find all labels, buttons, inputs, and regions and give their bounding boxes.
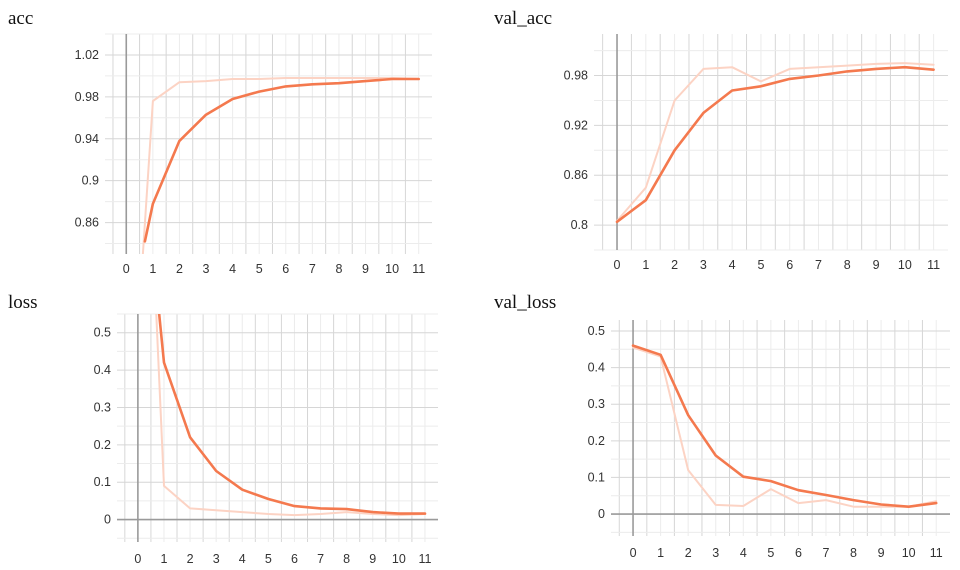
- x-tick-label: 7: [317, 552, 324, 566]
- y-tick-label: 0.1: [94, 475, 111, 489]
- gridlines: [611, 320, 950, 536]
- x-tick-label: 5: [265, 552, 272, 566]
- x-tick-label: 6: [291, 552, 298, 566]
- x-tick-label: 4: [729, 258, 736, 272]
- y-tick-label: 0.98: [564, 69, 588, 83]
- y-tick-label: 0.92: [564, 118, 588, 132]
- smoothed-series-line: [631, 344, 938, 509]
- y-tick-label: 0.5: [588, 324, 605, 338]
- x-tick-label: 8: [844, 258, 851, 272]
- x-tick-label: 11: [930, 546, 943, 560]
- y-tick-label: 0.9: [82, 174, 99, 188]
- smoothed-series-line: [143, 77, 421, 243]
- x-tick-label: 1: [149, 262, 156, 276]
- y-tick-label: 0.8: [571, 218, 588, 232]
- x-tick-label: 0: [123, 262, 130, 276]
- x-tick-label: 7: [815, 258, 822, 272]
- x-tick-label: 9: [369, 552, 376, 566]
- x-tick-label: 5: [767, 546, 774, 560]
- y-tick-label: 0.4: [94, 363, 111, 377]
- x-tick-label: 5: [757, 258, 764, 272]
- y-tick-label: 0.5: [94, 326, 111, 340]
- y-tick-label: 0.86: [564, 168, 588, 182]
- x-tick-label: 2: [685, 546, 692, 560]
- x-tick-label: 0: [614, 258, 621, 272]
- raw-series-line: [616, 62, 935, 222]
- x-tick-label: 2: [176, 262, 183, 276]
- x-tick-label: 3: [700, 258, 707, 272]
- x-tick-label: 6: [786, 258, 793, 272]
- x-tick-label: 3: [213, 552, 220, 566]
- x-tick-label: 8: [335, 262, 342, 276]
- y-tick-label: 0.2: [94, 438, 111, 452]
- x-tick-label: 10: [385, 262, 399, 276]
- x-tick-label: 11: [418, 552, 431, 566]
- chart-title: val_acc: [494, 8, 553, 29]
- x-tick-label: 11: [927, 258, 940, 272]
- x-tick-label: 7: [822, 546, 829, 560]
- raw-series-line: [632, 346, 938, 508]
- x-tick-label: 10: [392, 552, 406, 566]
- chart-title: val_loss: [494, 292, 557, 313]
- y-tick-label: 0: [104, 513, 111, 527]
- x-tick-label: 1: [657, 546, 664, 560]
- y-tick-label: 0.4: [588, 361, 605, 375]
- x-tick-label: 4: [740, 546, 747, 560]
- y-tick-label: 1.02: [75, 48, 99, 62]
- x-tick-label: 10: [902, 546, 916, 560]
- x-tick-label: 0: [630, 546, 637, 560]
- x-tick-label: 0: [134, 552, 141, 566]
- x-tick-label: 4: [239, 552, 246, 566]
- x-tick-label: 1: [160, 552, 167, 566]
- y-tick-label: 0.1: [588, 470, 605, 484]
- x-tick-label: 5: [256, 262, 263, 276]
- x-tick-label: 10: [898, 258, 912, 272]
- chart-title: acc: [8, 8, 34, 29]
- x-tick-label: 8: [343, 552, 350, 566]
- x-tick-label: 8: [850, 546, 857, 560]
- x-tick-label: 2: [671, 258, 678, 272]
- chart-title: loss: [8, 292, 38, 313]
- gridlines: [105, 33, 432, 254]
- y-tick-label: 0.86: [75, 216, 99, 230]
- smoothed-series-line: [615, 65, 935, 224]
- y-tick-label: 0.98: [75, 90, 99, 104]
- x-tick-label: 11: [412, 262, 425, 276]
- y-tick-label: 0.2: [588, 434, 605, 448]
- x-tick-label: 6: [795, 546, 802, 560]
- x-tick-label: 7: [309, 262, 316, 276]
- raw-series-line: [141, 77, 420, 254]
- x-tick-label: 6: [282, 262, 289, 276]
- x-tick-label: 9: [878, 546, 885, 560]
- x-tick-label: 9: [873, 258, 880, 272]
- y-tick-label: 0: [598, 507, 605, 521]
- x-tick-label: 3: [712, 546, 719, 560]
- x-tick-label: 2: [187, 552, 194, 566]
- smoothed-series-line: [157, 314, 427, 515]
- x-tick-label: 9: [362, 262, 369, 276]
- x-tick-label: 4: [229, 262, 236, 276]
- y-tick-label: 0.3: [94, 400, 111, 414]
- y-tick-label: 0.3: [588, 397, 605, 411]
- x-tick-label: 3: [203, 262, 210, 276]
- raw-series-line: [155, 314, 426, 517]
- y-tick-label: 0.94: [75, 132, 99, 146]
- x-tick-label: 1: [642, 258, 649, 272]
